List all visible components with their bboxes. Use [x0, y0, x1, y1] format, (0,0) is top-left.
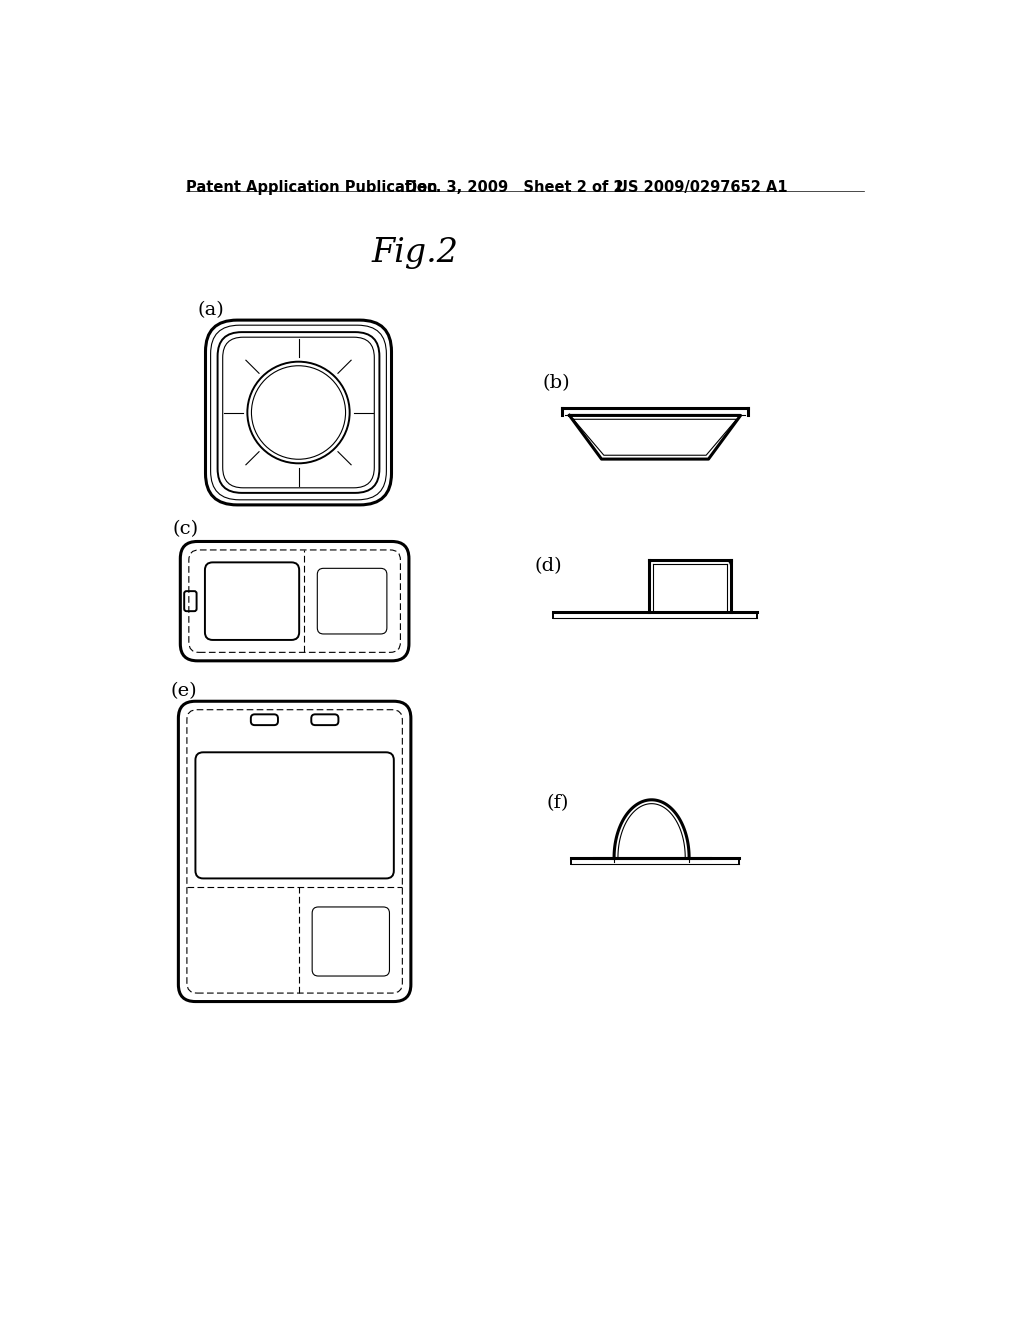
Text: (a): (a) — [198, 301, 224, 319]
Text: (f): (f) — [547, 793, 569, 812]
Text: Patent Application Publication: Patent Application Publication — [186, 180, 437, 195]
Text: Dec. 3, 2009   Sheet 2 of 2: Dec. 3, 2009 Sheet 2 of 2 — [406, 180, 624, 195]
Text: (d): (d) — [535, 557, 562, 576]
Text: (c): (c) — [173, 520, 199, 539]
Text: (e): (e) — [171, 682, 198, 700]
Text: US 2009/0297652 A1: US 2009/0297652 A1 — [616, 180, 787, 195]
Text: (b): (b) — [543, 374, 570, 392]
Text: Fig.2: Fig.2 — [372, 238, 459, 269]
